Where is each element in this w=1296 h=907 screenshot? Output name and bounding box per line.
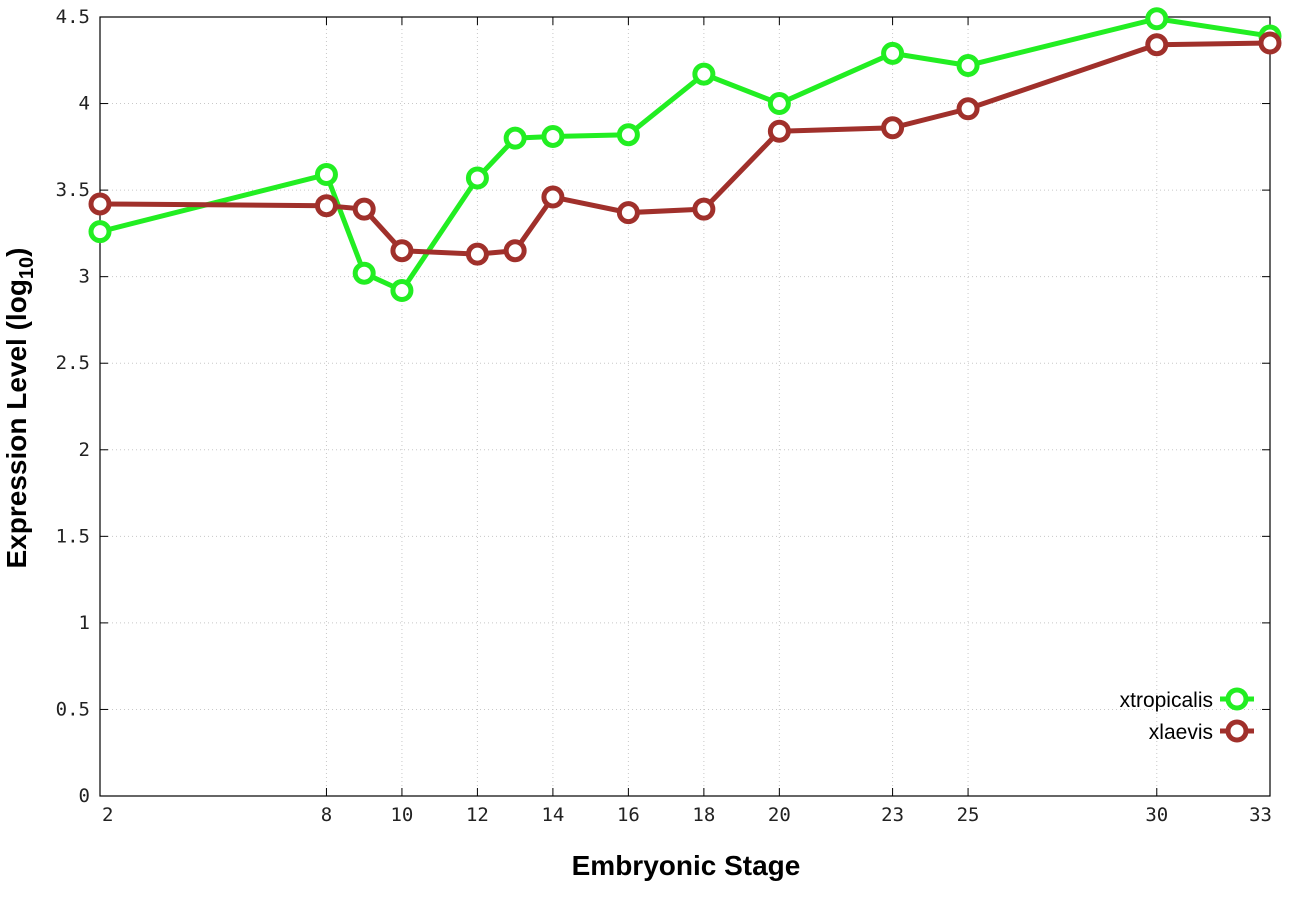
plot-frame (99, 16, 1271, 797)
legend-label-xtropicalis: xtropicalis (1120, 689, 1213, 712)
data-point-xlaevis (881, 116, 905, 140)
x-axis-ticks: 2 8 10 12 14 16 18 20 23 25 30 33 (99, 17, 1272, 826)
plot-border (99, 16, 1271, 797)
y-tick-label: 2 (79, 439, 90, 461)
data-point-xtropicalis (314, 163, 338, 187)
x-tick-label: 14 (541, 804, 564, 826)
data-point-xtropicalis (503, 126, 527, 150)
y-tick-label: 3.5 (56, 179, 90, 201)
y-tick-label: 2.5 (56, 352, 90, 374)
x-tick-label: 33 (1249, 804, 1272, 826)
data-point-xtropicalis (465, 166, 489, 190)
y-tick-label: 0 (79, 785, 90, 807)
data-point-xtropicalis (692, 62, 716, 86)
data-point-xtropicalis (541, 124, 565, 148)
y-tick-label: 3 (79, 266, 90, 288)
series-lines (88, 7, 1282, 303)
legend: xtropicalis xlaevis (1120, 687, 1254, 744)
data-point-xlaevis (1145, 33, 1169, 57)
y-tick-label: 4 (79, 93, 90, 115)
data-point-xtropicalis (956, 53, 980, 77)
data-point-xlaevis (88, 192, 112, 216)
x-tick-label: 10 (390, 804, 413, 826)
grid-lines (100, 17, 1270, 796)
data-point-xtropicalis (88, 220, 112, 244)
data-point-xlaevis (616, 201, 640, 225)
data-point-xlaevis (314, 194, 338, 218)
data-point-xtropicalis (352, 261, 376, 285)
x-tick-label: 20 (768, 804, 791, 826)
y-axis-title-subscript: 10 (16, 257, 38, 279)
x-tick-label: 16 (617, 804, 640, 826)
data-point-xlaevis (767, 119, 791, 143)
x-tick-label: 18 (692, 804, 715, 826)
legend-swatch-marker (1225, 719, 1249, 743)
data-point-xtropicalis (616, 123, 640, 147)
data-point-xlaevis (503, 239, 527, 263)
y-tick-label: 1 (79, 612, 90, 634)
y-axis-title: Expression Level (log10) (1, 248, 38, 569)
x-tick-label: 30 (1145, 804, 1168, 826)
y-axis-title-close: ) (1, 248, 32, 257)
legend-label-xlaevis: xlaevis (1149, 721, 1213, 744)
data-point-xlaevis (692, 197, 716, 221)
y-tick-label: 0.5 (56, 698, 90, 720)
x-axis-title: Embryonic Stage (572, 850, 801, 881)
data-point-xlaevis (956, 97, 980, 121)
y-axis-ticks: 0 0.5 1 1.5 2 2.5 3 3.5 4 4.5 (56, 6, 1270, 807)
data-point-xtropicalis (390, 279, 414, 303)
x-tick-label: 12 (466, 804, 489, 826)
data-point-xlaevis (465, 242, 489, 266)
y-tick-label: 4.5 (56, 6, 90, 28)
x-tick-label: 23 (881, 804, 904, 826)
data-point-xtropicalis (881, 41, 905, 65)
y-tick-label: 1.5 (56, 525, 90, 547)
x-tick-label: 2 (102, 804, 113, 826)
data-point-xlaevis (1258, 31, 1282, 55)
x-tick-label: 25 (957, 804, 980, 826)
data-point-xlaevis (541, 185, 565, 209)
y-axis-title-main: Expression Level (log (1, 279, 32, 568)
data-point-xlaevis (390, 239, 414, 263)
data-point-xtropicalis (767, 92, 791, 116)
x-tick-label: 8 (321, 804, 332, 826)
data-point-xlaevis (352, 197, 376, 221)
data-point-xtropicalis (1145, 7, 1169, 31)
legend-swatch-marker (1225, 687, 1249, 711)
